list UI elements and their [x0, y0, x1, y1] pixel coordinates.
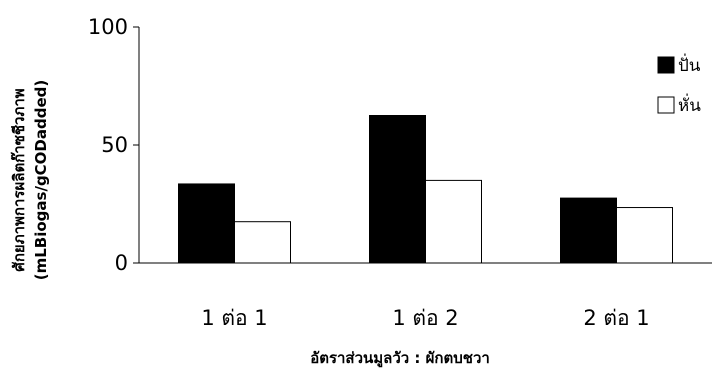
bars	[178, 115, 673, 264]
bar-series-1	[369, 115, 426, 264]
x-axis-title: อัตราส่วนมูลวัว : ผักตบชวา	[310, 349, 490, 368]
legend-swatch-series-1	[657, 56, 675, 74]
legend-label-series-1: ปั่น	[678, 53, 701, 76]
legend-swatch-series-2	[657, 96, 675, 114]
bar-series-1	[178, 183, 235, 264]
legend: ปั่น หั่น	[657, 53, 701, 116]
bar-series-2	[616, 207, 673, 264]
x-category-label: 2 ต่อ 1	[583, 306, 649, 330]
bar-series-2	[234, 221, 291, 264]
y-axis: 0 50 100	[88, 15, 140, 275]
bar-series-2	[425, 179, 482, 264]
legend-label-series-2: หั่น	[678, 93, 701, 116]
y-axis-title-line2: (mLBiogas/gCODadded)	[32, 80, 50, 281]
y-axis-title: ศักยภาพการผลิตก๊าซชีวภาพ (mLBiogas/gCODa…	[10, 80, 50, 281]
y-tick-label: 100	[88, 15, 128, 39]
x-category-label: 1 ต่อ 1	[201, 306, 267, 330]
bar-series-1	[560, 197, 617, 264]
category-labels: 1 ต่อ 1 1 ต่อ 2 2 ต่อ 1	[201, 306, 649, 330]
y-tick-label: 50	[101, 133, 128, 157]
y-axis-title-line1: ศักยภาพการผลิตก๊าซชีวภาพ	[10, 88, 28, 271]
y-tick-label: 0	[115, 251, 128, 275]
x-category-label: 1 ต่อ 2	[392, 306, 458, 330]
